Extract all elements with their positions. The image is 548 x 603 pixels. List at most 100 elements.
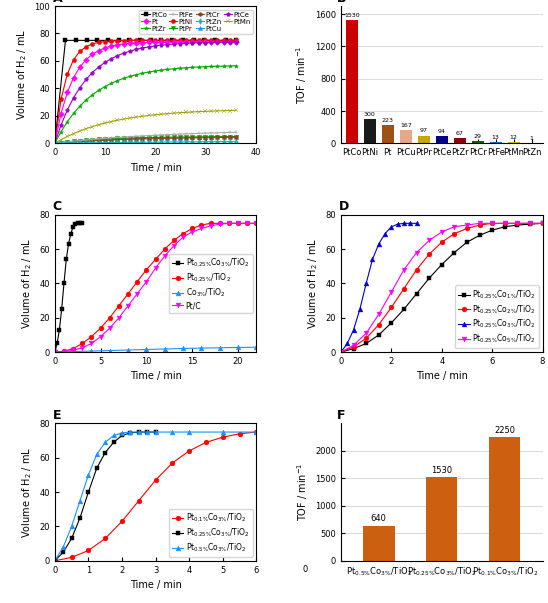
PtMn (127, 115, 133, 122)
PtFe (176, 130, 183, 137)
Pt (170, 38, 177, 45)
Pt$_{0.25\%}$Co$_{3\%}$/TiO$_2$ (52, 557, 58, 564)
PtCr (139, 135, 146, 142)
PtMn (101, 119, 108, 127)
PtCo (94, 37, 101, 44)
Pt$_{0.25\%}$Co$_{5\%}$/TiO$_2$ (527, 219, 533, 227)
PtCe (70, 94, 77, 101)
PtPr (208, 133, 214, 140)
Pt$_{0.25\%}$/TiO$_2$ (253, 219, 260, 227)
PtCo (190, 37, 197, 44)
PtCu (58, 139, 64, 147)
Pt/C (152, 264, 159, 271)
Co$_{3\%}$/TiO$_2$ (88, 347, 95, 355)
PtNi (101, 38, 108, 45)
Pt/C (189, 229, 196, 236)
PtCr (233, 134, 239, 141)
Text: F: F (337, 409, 345, 422)
PtPr (121, 134, 127, 142)
PtCe (227, 39, 233, 46)
PtFe (101, 135, 108, 142)
Pt (233, 38, 239, 45)
PtCr (176, 134, 183, 142)
Pt$_{0.25\%}$/TiO$_2$ (189, 225, 196, 232)
Text: C: C (53, 200, 62, 213)
Pt (220, 38, 227, 45)
Line: PtZr: PtZr (53, 64, 238, 145)
PtCo (169, 37, 175, 44)
PtCu (95, 137, 102, 144)
PtFe (152, 131, 158, 139)
PtPr (152, 134, 158, 141)
PtFe (202, 130, 208, 137)
Pt$_{0.25\%}$Co$_{3\%}$/TiO$_2$ (344, 340, 351, 347)
PtNi (139, 37, 146, 44)
Text: 0: 0 (302, 565, 307, 574)
Pt (64, 89, 71, 96)
Pt$_{0.25\%}$Co$_{3\%}$/TiO$_2$ (67, 230, 74, 237)
Pt$_{0.5\%}$Co$_{3\%}$/TiO$_2$ (60, 543, 66, 551)
PtCr (77, 138, 83, 145)
PtCo (105, 37, 111, 44)
Text: 1: 1 (530, 136, 534, 141)
PtZn (70, 139, 77, 147)
PtMn (114, 116, 121, 124)
PtNi (214, 37, 221, 44)
Pt$_{0.25\%}$Co$_{2\%}$/TiO$_2$ (363, 335, 369, 342)
PtPr (158, 134, 164, 141)
PtPr (52, 140, 58, 147)
PtFe (227, 129, 233, 136)
Pt$_{0.1\%}$Co$_{3\%}$/TiO$_2$ (135, 497, 142, 504)
Pt$_{0.25\%}$Co$_{3\%}$/TiO$_2$ (70, 223, 76, 230)
Pt (183, 38, 190, 45)
PtNi (58, 96, 64, 103)
Pt$_{0.1\%}$Co$_{3\%}$/TiO$_2$ (68, 554, 75, 561)
PtZn (220, 138, 227, 145)
Line: PtCe: PtCe (53, 40, 238, 145)
Pt$_{0.1\%}$Co$_{3\%}$/TiO$_2$ (219, 434, 226, 441)
Pt$_{0.25\%}$Co$_{1\%}$/TiO$_2$ (451, 249, 458, 256)
PtCu (196, 134, 202, 141)
Text: 167: 167 (400, 123, 412, 128)
Pt$_{0.25\%}$Co$_{3\%}$/TiO$_2$ (375, 241, 382, 248)
PtFe (70, 137, 77, 145)
Pt$_{0.25\%}$/TiO$_2$ (143, 266, 150, 273)
Pt (58, 110, 64, 117)
PtCr (70, 138, 77, 145)
PtMn (227, 107, 233, 114)
PtFe (189, 130, 196, 137)
PtNi (52, 140, 58, 147)
PtNi (170, 37, 177, 44)
PtZr (89, 91, 95, 98)
Pt$_{0.5\%}$Co$_{3\%}$/TiO$_2$ (186, 429, 192, 436)
Pt$_{0.25\%}$Co$_{3\%}$/TiO$_2$ (56, 326, 62, 333)
Pt$_{0.25\%}$/TiO$_2$ (79, 340, 85, 347)
Pt$_{0.25\%}$Co$_{5\%}$/TiO$_2$ (401, 266, 407, 273)
Bar (436, 136, 448, 144)
PtCr (108, 136, 115, 144)
Text: 67: 67 (456, 131, 464, 136)
Pt$_{0.25\%}$Co$_{5\%}$/TiO$_2$ (476, 219, 483, 227)
PtCu (170, 134, 177, 142)
Pt$_{0.25\%}$Co$_{1\%}$/TiO$_2$ (338, 349, 344, 356)
Pt$_{0.25\%}$Co$_{2\%}$/TiO$_2$ (539, 219, 546, 227)
Pt$_{0.25\%}$Co$_{1\%}$/TiO$_2$ (476, 232, 483, 239)
PtPr (164, 134, 170, 141)
PtCu (145, 134, 152, 142)
PtCo (137, 37, 144, 44)
PtZn (121, 139, 127, 146)
Pt$_{0.25\%}$Co$_{3\%}$/TiO$_2$ (413, 219, 420, 227)
Pt$_{0.25\%}$/TiO$_2$ (180, 230, 186, 237)
Pt (189, 38, 196, 45)
Pt$_{0.25\%}$Co$_{2\%}$/TiO$_2$ (438, 239, 445, 246)
PtCo (201, 37, 208, 44)
PtCo (158, 37, 165, 44)
PtMn (202, 108, 208, 115)
PtFe (183, 130, 190, 137)
PtZn (127, 139, 133, 146)
PtNi (233, 37, 239, 44)
Pt$_{0.25\%}$/TiO$_2$ (61, 347, 67, 355)
Pt$_{0.25\%}$/TiO$_2$ (207, 219, 214, 227)
Pt$_{0.5\%}$Co$_{3\%}$/TiO$_2$ (219, 429, 226, 436)
Pt/C (52, 349, 58, 356)
